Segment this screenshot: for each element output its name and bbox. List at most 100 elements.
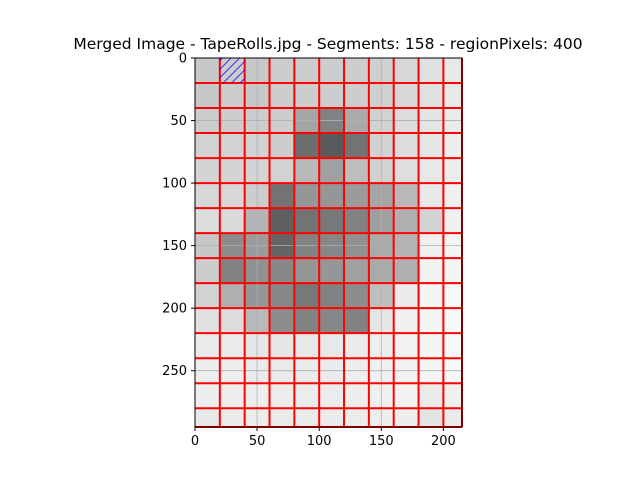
heatmap-cell (443, 333, 462, 359)
heatmap-cells (195, 58, 462, 427)
heatmap-cell (344, 58, 369, 84)
heatmap-cell (443, 58, 462, 84)
heatmap-cell (319, 283, 345, 309)
heatmap-cell (269, 83, 295, 109)
heatmap-cell (195, 308, 220, 334)
heatmap-cell (319, 383, 345, 409)
heatmap-cell (418, 308, 444, 334)
heatmap-cell (195, 383, 220, 409)
x-tick-label: 50 (249, 434, 266, 449)
heatmap-cell (219, 183, 245, 209)
x-tick-label: 200 (431, 434, 456, 449)
heatmap-cell (418, 183, 444, 209)
heatmap-cell (393, 408, 419, 427)
heatmap-cell (269, 208, 295, 234)
heatmap-cell (344, 333, 369, 359)
heatmap-cell (393, 83, 419, 109)
heatmap-cell (443, 383, 462, 409)
y-axis: 0 50 100 150 200 250 (162, 52, 195, 379)
heatmap-cell (269, 308, 295, 334)
heatmap-cell (443, 308, 462, 334)
heatmap-cell (393, 283, 419, 309)
heatmap-cell (319, 258, 345, 284)
heatmap-cell (418, 208, 444, 234)
heatmap-cell (294, 158, 320, 184)
y-tick-label: 200 (162, 302, 187, 317)
heatmap-cell (319, 333, 345, 359)
heatmap-cell (319, 83, 345, 109)
heatmap-cell (294, 383, 320, 409)
heatmap-cell (319, 58, 345, 84)
heatmap-cell (393, 158, 419, 184)
heatmap-cell (393, 383, 419, 409)
heatmap-cell (344, 208, 369, 234)
x-tick-label: 150 (369, 434, 394, 449)
heatmap-cell (219, 383, 245, 409)
heatmap-cell (219, 408, 245, 427)
heatmap-cell (269, 383, 295, 409)
heatmap-cell (269, 283, 295, 309)
heatmap-cell (219, 83, 245, 109)
heatmap-cell (269, 58, 295, 84)
heatmap-cell (294, 183, 320, 209)
heatmap-cell (195, 158, 220, 184)
heatmap-cell (344, 258, 369, 284)
heatmap-cell (344, 158, 369, 184)
heatmap-cell (294, 333, 320, 359)
heatmap-cell (418, 158, 444, 184)
heatmap-cell (344, 383, 369, 409)
heatmap-cell (294, 408, 320, 427)
heatmap-cell (219, 133, 245, 159)
heatmap-cell (195, 208, 220, 234)
heatmap-cell (269, 133, 295, 159)
heatmap-cell (219, 308, 245, 334)
hatched-region (219, 58, 245, 84)
heatmap-cell (418, 333, 444, 359)
y-tick-label: 150 (162, 239, 187, 254)
heatmap-cell (319, 183, 345, 209)
heatmap-cell (418, 58, 444, 84)
heatmap-cell (344, 408, 369, 427)
heatmap-cell (319, 133, 345, 159)
heatmap-cell (294, 308, 320, 334)
heatmap-cell (418, 283, 444, 309)
heatmap-cell (393, 183, 419, 209)
heatmap-cell (393, 58, 419, 84)
heatmap-cell (219, 208, 245, 234)
x-tick-label: 100 (307, 434, 332, 449)
heatmap-cell (319, 408, 345, 427)
heatmap-cell (269, 408, 295, 427)
heatmap-cell (195, 333, 220, 359)
heatmap-cell (195, 408, 220, 427)
y-tick-label: 100 (162, 177, 187, 192)
heatmap-cell (393, 133, 419, 159)
heatmap-cell (269, 333, 295, 359)
heatmap-cell (219, 158, 245, 184)
heatmap-cell (195, 133, 220, 159)
heatmap-cell (294, 58, 320, 84)
heatmap-cell (344, 283, 369, 309)
segment-borders (195, 58, 463, 428)
heatmap-cell (195, 183, 220, 209)
heatmap-cell (294, 208, 320, 234)
heatmap-cell (393, 333, 419, 359)
heatmap-cell (294, 133, 320, 159)
heatmap-cell (418, 133, 444, 159)
heatmap-cell (269, 258, 295, 284)
heatmap-cell (418, 408, 444, 427)
heatmap-cell (269, 158, 295, 184)
heatmap-cell (219, 283, 245, 309)
heatmap-cell (443, 133, 462, 159)
heatmap-cell (344, 183, 369, 209)
heatmap-cell (344, 308, 369, 334)
heatmap-cell (443, 158, 462, 184)
heatmap-cell (443, 83, 462, 109)
heatmap-cell (294, 283, 320, 309)
heatmap-cell (443, 208, 462, 234)
y-tick-label: 0 (179, 52, 187, 67)
heatmap-cell (443, 408, 462, 427)
x-tick-label: 0 (191, 434, 199, 449)
y-tick-label: 250 (162, 364, 187, 379)
heatmap-cell (393, 308, 419, 334)
